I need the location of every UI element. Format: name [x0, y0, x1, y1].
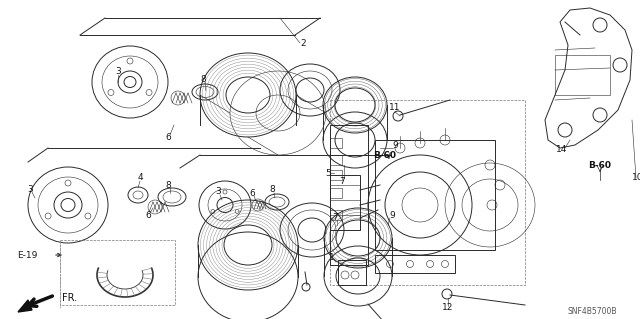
FancyArrowPatch shape: [56, 253, 61, 257]
Text: 10: 10: [632, 174, 640, 182]
Text: 3: 3: [215, 188, 221, 197]
Text: 8: 8: [200, 76, 206, 85]
Text: 4: 4: [137, 174, 143, 182]
Text: 8: 8: [165, 181, 171, 189]
Bar: [375, 140, 495, 250]
Text: 5: 5: [325, 168, 331, 177]
Text: 6: 6: [165, 133, 171, 143]
Polygon shape: [18, 300, 32, 312]
Text: E-19: E-19: [18, 250, 38, 259]
Bar: [330, 188, 342, 198]
Bar: [330, 138, 342, 148]
Bar: [60, 240, 175, 305]
Text: 9: 9: [389, 211, 395, 219]
Bar: [330, 170, 342, 180]
Text: 7: 7: [332, 213, 338, 222]
Bar: [330, 125, 368, 265]
Bar: [330, 210, 342, 220]
Text: 3: 3: [27, 186, 33, 195]
Text: 2: 2: [300, 39, 306, 48]
Bar: [330, 155, 342, 165]
Text: 8: 8: [269, 186, 275, 195]
Text: FR.: FR.: [62, 293, 77, 303]
Bar: [330, 175, 360, 230]
Bar: [375, 255, 455, 273]
Text: B-60: B-60: [589, 160, 611, 169]
Bar: [330, 100, 525, 285]
Bar: [338, 260, 366, 285]
FancyArrowPatch shape: [28, 296, 52, 306]
Text: 11: 11: [389, 103, 401, 113]
Text: 3: 3: [115, 68, 121, 77]
Text: 12: 12: [442, 303, 454, 313]
Text: SNF4B5700B: SNF4B5700B: [568, 308, 617, 316]
Text: 6: 6: [249, 189, 255, 197]
Text: 1: 1: [329, 254, 335, 263]
Text: B-60: B-60: [374, 151, 397, 160]
Text: 7: 7: [339, 177, 345, 187]
Text: 9: 9: [392, 140, 398, 150]
Text: 6: 6: [145, 211, 151, 219]
Text: 14: 14: [556, 145, 568, 154]
Bar: [555, 55, 610, 95]
